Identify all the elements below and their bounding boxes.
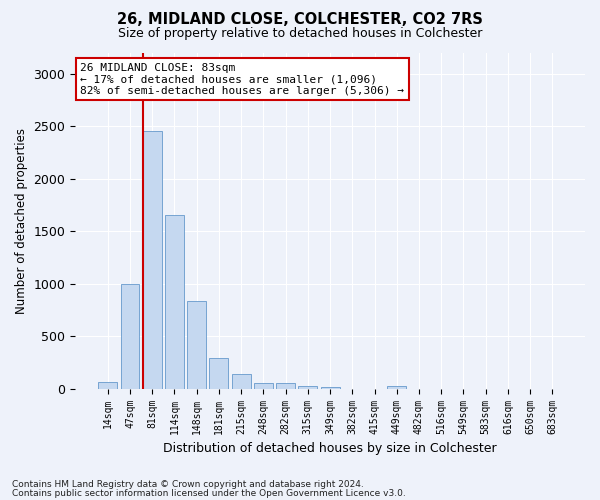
Text: 26 MIDLAND CLOSE: 83sqm
← 17% of detached houses are smaller (1,096)
82% of semi: 26 MIDLAND CLOSE: 83sqm ← 17% of detache…	[80, 62, 404, 96]
Text: Contains public sector information licensed under the Open Government Licence v3: Contains public sector information licen…	[12, 489, 406, 498]
Text: Contains HM Land Registry data © Crown copyright and database right 2024.: Contains HM Land Registry data © Crown c…	[12, 480, 364, 489]
X-axis label: Distribution of detached houses by size in Colchester: Distribution of detached houses by size …	[163, 442, 497, 455]
Bar	[121, 284, 139, 389]
Text: Size of property relative to detached houses in Colchester: Size of property relative to detached ho…	[118, 28, 482, 40]
Bar	[209, 358, 229, 388]
Bar	[143, 132, 161, 388]
Bar	[165, 216, 184, 388]
Bar	[388, 386, 406, 388]
Bar	[232, 374, 251, 388]
Y-axis label: Number of detached properties: Number of detached properties	[15, 128, 28, 314]
Bar	[98, 382, 117, 388]
Bar	[298, 386, 317, 388]
Bar	[254, 383, 273, 388]
Text: 26, MIDLAND CLOSE, COLCHESTER, CO2 7RS: 26, MIDLAND CLOSE, COLCHESTER, CO2 7RS	[117, 12, 483, 28]
Bar	[187, 302, 206, 388]
Bar	[320, 386, 340, 388]
Bar	[276, 383, 295, 388]
